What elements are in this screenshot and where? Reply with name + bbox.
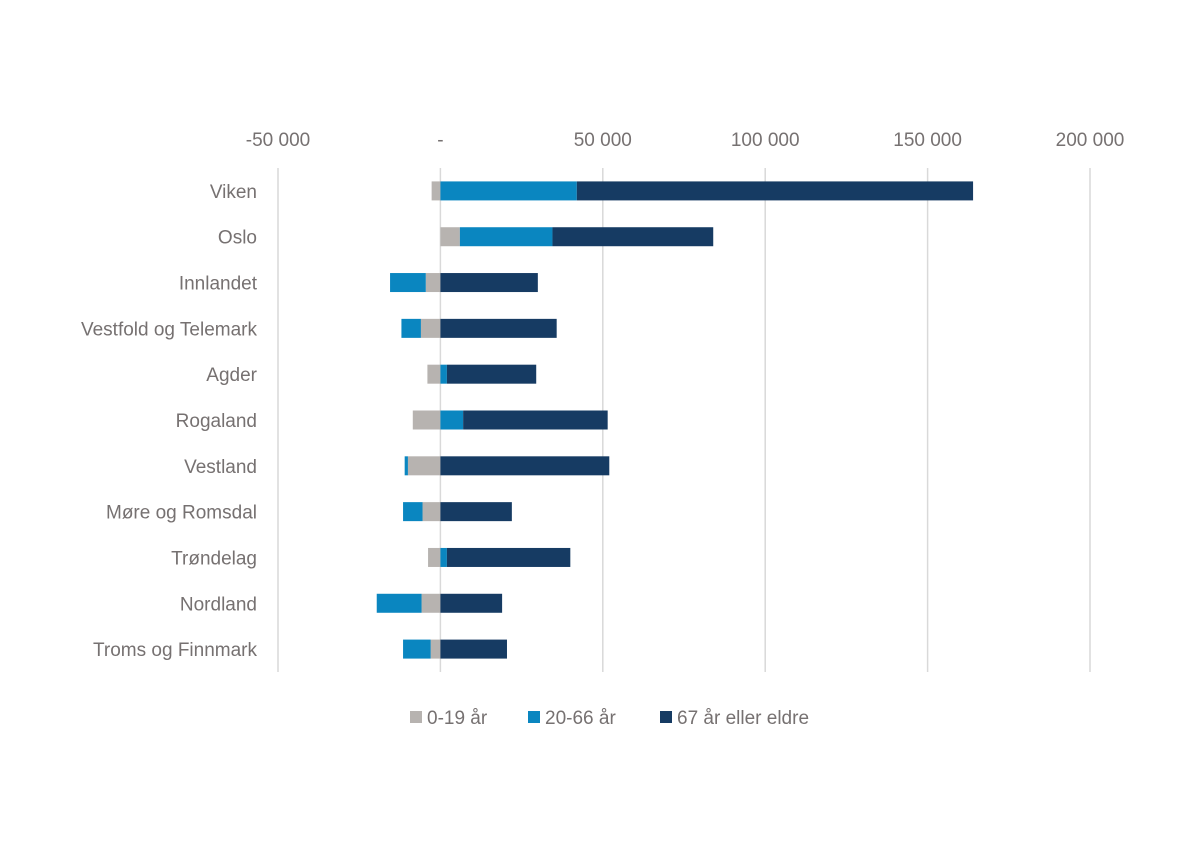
bar-vestfold-og-telemark-20-66-ar	[401, 318, 421, 338]
category-label-viken: Viken	[210, 182, 257, 203]
category-label-innlandet: Innlandet	[179, 274, 258, 295]
category-label-more-og-romsdal: Møre og Romsdal	[106, 503, 257, 524]
bar-agder-20-66-ar	[440, 364, 447, 384]
x-tick-label: -50 000	[246, 130, 310, 151]
x-axis-ticks: -50 000-50 000 100 000 150 000 200 000	[246, 130, 1125, 151]
legend-label: 20-66 år	[545, 708, 616, 729]
bar-rogaland-0-19-ar	[412, 410, 441, 430]
x-tick-label: 100 000	[731, 130, 800, 151]
bar-rogaland-67-ar-eller-eldre	[463, 410, 608, 430]
legend-swatch	[528, 711, 540, 723]
bar-oslo-0-19-ar	[440, 227, 460, 247]
bar-more-og-romsdal-0-19-ar	[422, 502, 441, 522]
category-label-vestfold-og-telemark: Vestfold og Telemark	[81, 319, 258, 340]
bar-vestland-67-ar-eller-eldre	[440, 456, 610, 476]
bar-innlandet-0-19-ar	[425, 273, 441, 293]
bar-oslo-20-66-ar	[459, 227, 553, 247]
bar-vestfold-og-telemark-67-ar-eller-eldre	[440, 318, 557, 338]
bar-viken-20-66-ar	[440, 181, 577, 201]
category-label-rogaland: Rogaland	[176, 411, 257, 432]
bar-innlandet-67-ar-eller-eldre	[440, 273, 538, 293]
legend-label: 0-19 år	[427, 708, 488, 729]
x-tick-label: 150 000	[893, 130, 962, 151]
x-tick-label: 200 000	[1056, 130, 1125, 151]
bar-vestfold-og-telemark-0-19-ar	[420, 318, 441, 338]
bar-oslo-67-ar-eller-eldre	[552, 227, 714, 247]
bar-more-og-romsdal-67-ar-eller-eldre	[440, 502, 512, 522]
bars	[376, 181, 974, 659]
bar-nordland-67-ar-eller-eldre	[440, 593, 503, 613]
bar-troms-og-finnmark-20-66-ar	[403, 639, 431, 659]
legend-swatch	[410, 711, 422, 723]
category-label-nordland: Nordland	[180, 594, 257, 615]
bar-vestland-20-66-ar	[404, 456, 408, 476]
bar-agder-67-ar-eller-eldre	[446, 364, 537, 384]
bar-agder-0-19-ar	[427, 364, 441, 384]
category-label-trondelag: Trøndelag	[171, 548, 257, 569]
bar-trondelag-67-ar-eller-eldre	[446, 547, 571, 567]
category-label-vestland: Vestland	[184, 457, 257, 478]
bar-nordland-0-19-ar	[421, 593, 441, 613]
bar-viken-67-ar-eller-eldre	[576, 181, 974, 201]
bar-viken-0-19-ar	[431, 181, 441, 201]
category-label-oslo: Oslo	[218, 228, 257, 249]
category-label-troms-og-finnmark: Troms og Finnmark	[93, 640, 257, 661]
legend: 0-19 år 20-66 år 67 år eller eldre	[410, 708, 809, 729]
bar-troms-og-finnmark-67-ar-eller-eldre	[440, 639, 507, 659]
bar-nordland-20-66-ar	[376, 593, 422, 613]
legend-item-0-19-ar: 0-19 år	[410, 708, 488, 729]
legend-item-20-66-ar: 20-66 år	[528, 708, 616, 729]
legend-item-67-ar-eller-eldre: 67 år eller eldre	[660, 708, 809, 729]
bar-vestland-0-19-ar	[407, 456, 441, 476]
bar-innlandet-20-66-ar	[390, 273, 426, 293]
bar-troms-og-finnmark-0-19-ar	[430, 639, 441, 659]
legend-label: 67 år eller eldre	[677, 708, 809, 729]
bar-more-og-romsdal-20-66-ar	[403, 502, 423, 522]
legend-swatch	[660, 711, 672, 723]
bar-rogaland-20-66-ar	[440, 410, 464, 430]
x-tick-label: 50 000	[574, 130, 632, 151]
category-label-agder: Agder	[206, 365, 257, 386]
x-tick-label: -	[437, 130, 443, 151]
bar-trondelag-0-19-ar	[428, 547, 441, 567]
category-labels: Viken Oslo Innlandet Vestfold og Telemark Ag…	[81, 182, 258, 661]
bar-trondelag-20-66-ar	[440, 547, 447, 567]
